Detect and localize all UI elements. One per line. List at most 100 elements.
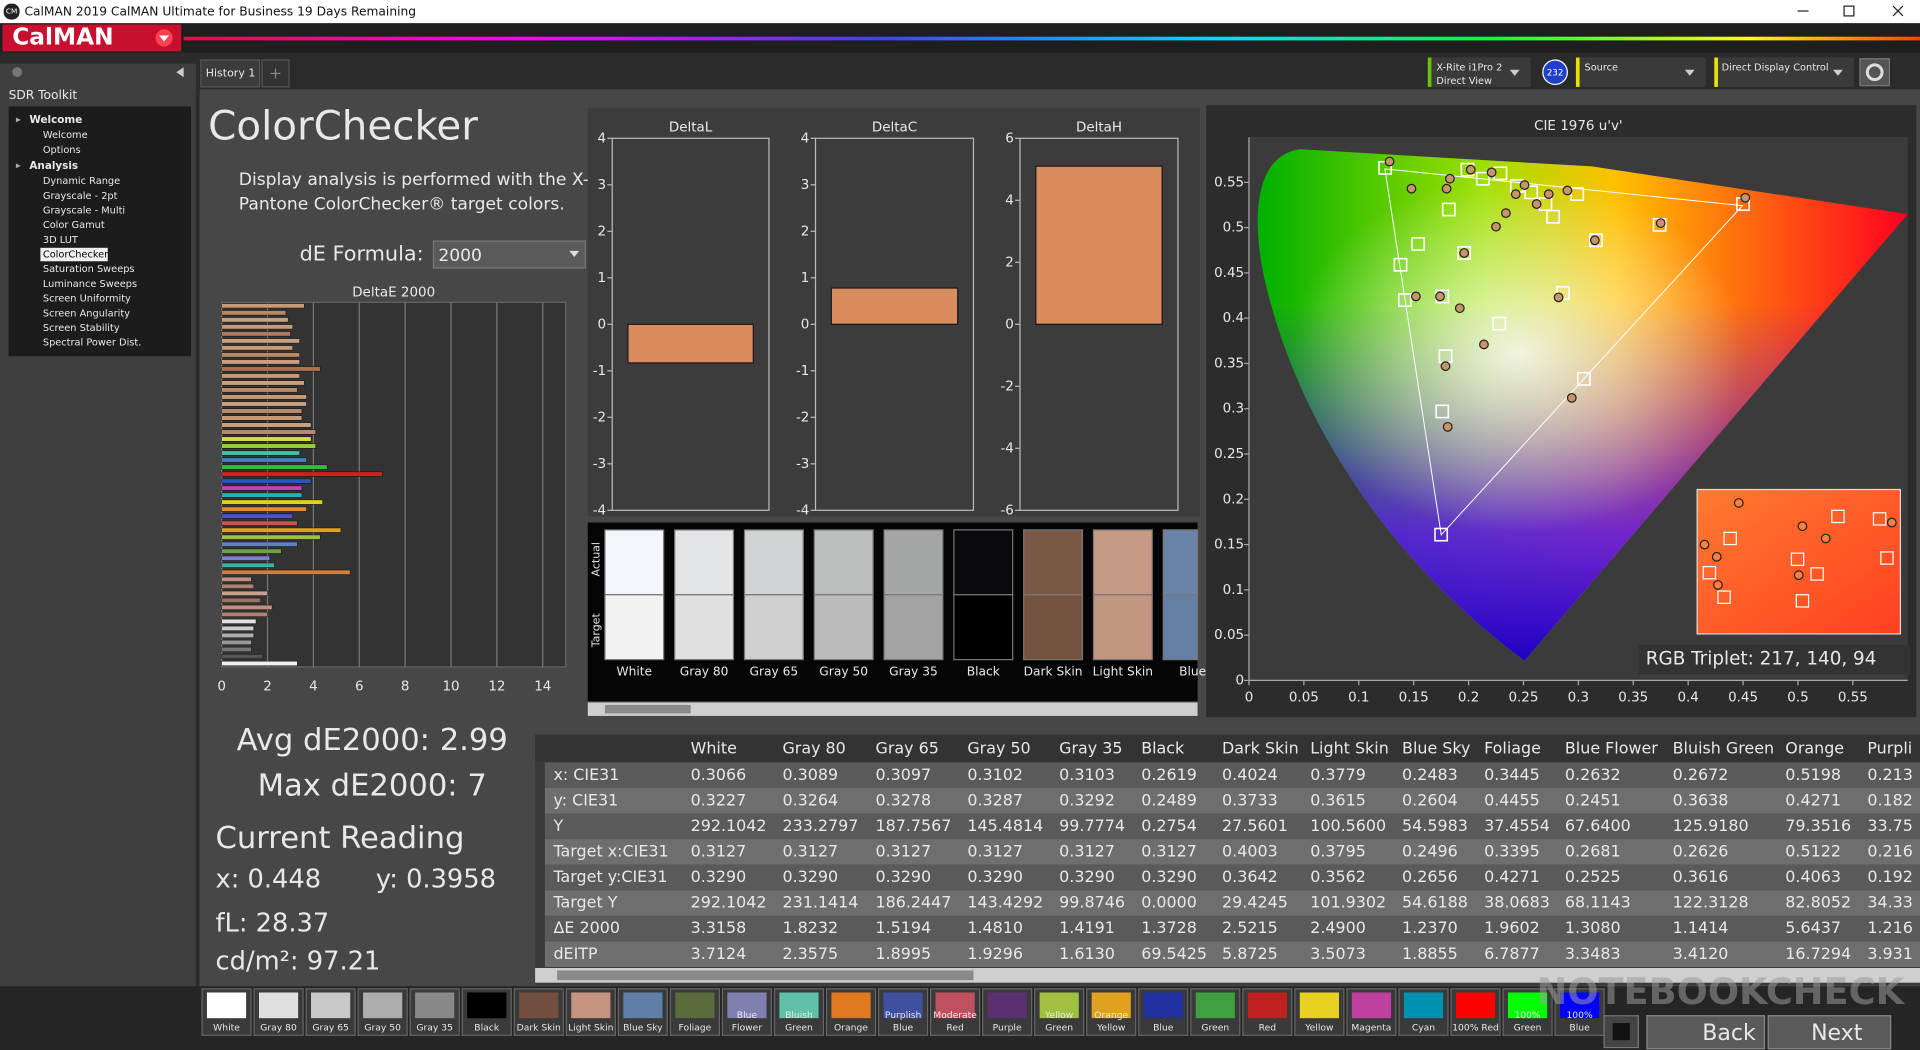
swatch-scrollbar[interactable] [587, 702, 1198, 716]
cell: 5.8725 [1222, 944, 1278, 963]
sidebar-collapse[interactable] [176, 67, 184, 78]
measured-point [1435, 291, 1445, 302]
target-point [1546, 209, 1561, 224]
cell: 0.192 [1867, 867, 1913, 886]
swatch-target [813, 594, 874, 661]
tree-item[interactable]: Luminance Sweeps [43, 279, 137, 290]
window-title: CalMAN 2019 CalMAN Ultimate for Business… [24, 5, 416, 19]
source-select[interactable] [1575, 57, 1706, 87]
tree-item[interactable]: Grayscale - Multi [43, 205, 125, 216]
bar [221, 394, 307, 400]
measured-point [1566, 392, 1577, 403]
formula-select[interactable] [432, 240, 586, 269]
x-tick-label: 0.3 [1568, 691, 1589, 706]
y-tick-label: 2 [598, 224, 607, 239]
bar [221, 625, 254, 631]
target-point [1589, 233, 1603, 248]
strip-color [1039, 992, 1079, 1019]
tree-item[interactable]: 3D LUT [43, 235, 78, 246]
x-tick-label: 12 [488, 680, 505, 695]
cell: 0.2619 [1141, 765, 1197, 784]
tree-item[interactable]: Grayscale - 2pt [43, 191, 118, 202]
bar [221, 660, 298, 666]
inset-target [1872, 512, 1887, 526]
measured-point [1491, 221, 1501, 232]
scroll-thumb[interactable] [604, 704, 691, 714]
sidebar-pin[interactable] [12, 67, 23, 78]
y-tick-label: -2 [593, 410, 606, 425]
bar [221, 653, 264, 659]
y-tick-label: -2 [796, 410, 809, 425]
cell: 0.4271 [1484, 867, 1540, 886]
tree-item[interactable]: Screen Angularity [43, 308, 130, 319]
tree-item[interactable]: ColorChecker [43, 250, 109, 261]
strip-label: 100% [1566, 1010, 1593, 1021]
y-tick-label: 1 [801, 271, 810, 286]
inset-target [1831, 509, 1845, 524]
bar [221, 310, 287, 316]
bar [221, 527, 342, 533]
tree-group[interactable]: Welcome [29, 114, 82, 126]
settings-button[interactable] [1859, 58, 1890, 87]
cell: 0.4063 [1785, 867, 1841, 886]
bar [221, 464, 328, 470]
strip-color [1299, 992, 1339, 1019]
logo-box[interactable] [2, 24, 182, 52]
cell: 0.2672 [1673, 765, 1729, 784]
cell: 54.5983 [1402, 816, 1468, 835]
strip-label: Red [1259, 1022, 1276, 1033]
tree-item[interactable]: Color Gamut [43, 220, 105, 231]
strip-color [1560, 992, 1600, 1019]
tree-item[interactable]: Screen Uniformity [43, 294, 131, 305]
bar [221, 548, 282, 554]
cell: 0.3127 [782, 841, 838, 860]
table-row [544, 813, 1920, 840]
tree-item[interactable]: Spectral Power Dist. [43, 338, 141, 349]
swatch-target [743, 594, 804, 661]
strip-label: Bluish [785, 1010, 813, 1021]
y-tick-label: 2 [801, 224, 810, 239]
bar [221, 338, 300, 344]
tree-item[interactable]: Dynamic Range [43, 176, 120, 187]
cell: 0.3227 [691, 790, 747, 809]
display-select[interactable] [1714, 57, 1854, 87]
strip-label: Blue [737, 1010, 758, 1021]
table-header [535, 735, 1920, 762]
swatch-label: Gray 50 [819, 664, 868, 678]
cell: 5.6437 [1785, 918, 1841, 937]
scroll-thumb[interactable] [557, 970, 974, 981]
maximize-button[interactable] [1843, 5, 1855, 17]
tree-group[interactable]: Analysis [29, 160, 78, 172]
row-label: Y [552, 816, 563, 835]
back-button[interactable] [1646, 1015, 1766, 1050]
column-header: Gray 50 [967, 738, 1030, 757]
cell: 82.8052 [1785, 893, 1851, 912]
swatch-actual [953, 529, 1014, 596]
tab[interactable] [200, 59, 261, 88]
tree-item[interactable]: Saturation Sweeps [43, 264, 135, 275]
y-tick-label: 0.4 [1223, 311, 1244, 326]
row-label: Actual [589, 542, 602, 576]
cell: 0.3562 [1310, 867, 1366, 886]
dropdown-arrow [569, 250, 580, 257]
y-tick-label: 0.45 [1214, 266, 1244, 281]
bar [221, 387, 298, 393]
bar [221, 366, 321, 372]
strip-color [623, 992, 663, 1019]
tree-item[interactable]: Screen Stability [43, 323, 120, 334]
bar [221, 359, 300, 365]
meter-badge[interactable] [1542, 59, 1568, 86]
cell: 0.2656 [1402, 867, 1458, 886]
reading-title: Current Reading [216, 821, 465, 856]
tree-item[interactable]: Options [43, 145, 81, 156]
swatch-label: Gray 65 [750, 664, 799, 678]
cell: 0.0000 [1141, 893, 1197, 912]
cell: 0.3287 [967, 790, 1023, 809]
stop-button[interactable] [1603, 1015, 1639, 1049]
cell: 2.3575 [782, 944, 838, 963]
next-button[interactable] [1767, 1015, 1892, 1050]
close-button[interactable] [1892, 5, 1904, 17]
meter-label: Direct View [1436, 76, 1492, 87]
tree-item[interactable]: Welcome [43, 130, 88, 141]
cell: 1.6130 [1059, 944, 1115, 963]
